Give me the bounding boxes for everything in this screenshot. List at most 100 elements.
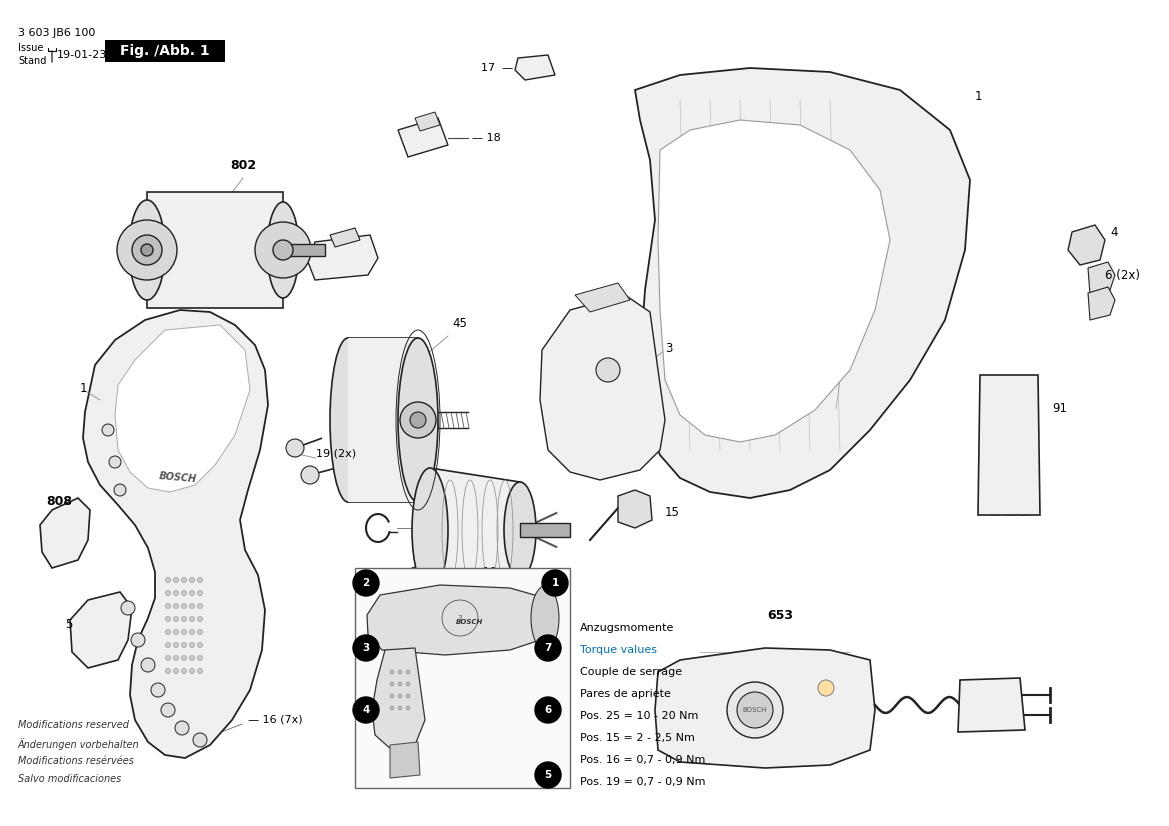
- Text: BOSCH: BOSCH: [159, 472, 198, 485]
- Circle shape: [166, 604, 171, 609]
- Text: Anzugsmomente: Anzugsmomente: [580, 623, 675, 633]
- Circle shape: [181, 656, 187, 661]
- Circle shape: [400, 402, 436, 438]
- Circle shape: [353, 697, 379, 723]
- Text: Pos. 19 = 0,7 - 0,9 Nm: Pos. 19 = 0,7 - 0,9 Nm: [580, 777, 706, 787]
- Circle shape: [166, 591, 171, 596]
- Text: 5: 5: [64, 619, 72, 632]
- Circle shape: [286, 439, 304, 457]
- Circle shape: [736, 692, 773, 728]
- Circle shape: [596, 358, 620, 382]
- Circle shape: [535, 697, 561, 723]
- Text: Pos. 25 = 10 - 20 Nm: Pos. 25 = 10 - 20 Nm: [580, 711, 698, 721]
- Circle shape: [353, 570, 379, 596]
- Circle shape: [173, 643, 179, 648]
- Circle shape: [181, 629, 187, 634]
- Polygon shape: [70, 592, 132, 668]
- Polygon shape: [390, 742, 420, 778]
- Circle shape: [189, 604, 194, 609]
- Circle shape: [175, 721, 189, 735]
- Polygon shape: [307, 235, 378, 280]
- Text: Modifications reserved: Modifications reserved: [18, 720, 129, 730]
- Circle shape: [173, 656, 179, 661]
- Text: 653: 653: [767, 609, 793, 622]
- Text: 19-01-23: 19-01-23: [57, 50, 108, 60]
- Polygon shape: [575, 283, 630, 312]
- Polygon shape: [367, 585, 548, 655]
- Text: 1: 1: [975, 91, 982, 103]
- Ellipse shape: [267, 202, 299, 298]
- Circle shape: [390, 706, 394, 710]
- Bar: [1005, 500, 1014, 515]
- Circle shape: [198, 629, 202, 634]
- Text: 45: 45: [452, 317, 466, 330]
- Circle shape: [141, 244, 153, 256]
- Polygon shape: [540, 295, 665, 480]
- Text: 5: 5: [545, 770, 552, 780]
- Polygon shape: [348, 338, 419, 502]
- Ellipse shape: [504, 482, 537, 578]
- Circle shape: [727, 682, 783, 738]
- Circle shape: [198, 577, 202, 582]
- Circle shape: [173, 668, 179, 673]
- Circle shape: [198, 656, 202, 661]
- Circle shape: [274, 240, 293, 260]
- Polygon shape: [40, 498, 90, 568]
- Text: Torque values: Torque values: [580, 645, 657, 655]
- Polygon shape: [415, 112, 440, 131]
- Text: 1: 1: [79, 382, 87, 395]
- Circle shape: [189, 616, 194, 621]
- Circle shape: [198, 604, 202, 609]
- Circle shape: [189, 668, 194, 673]
- Bar: [355, 568, 570, 788]
- Circle shape: [406, 670, 410, 674]
- Text: 3: 3: [665, 341, 672, 354]
- Circle shape: [300, 466, 319, 484]
- Text: 25: 25: [538, 590, 553, 603]
- Text: 808: 808: [46, 495, 72, 508]
- Text: Pos. 16 = 0,7 - 0,9 Nm: Pos. 16 = 0,7 - 0,9 Nm: [580, 755, 705, 765]
- Bar: [1021, 500, 1028, 515]
- Circle shape: [173, 577, 179, 582]
- Text: 17  —: 17 —: [480, 63, 513, 73]
- Circle shape: [397, 670, 402, 674]
- Circle shape: [181, 591, 187, 596]
- Circle shape: [406, 706, 410, 710]
- Polygon shape: [959, 678, 1025, 732]
- Polygon shape: [618, 490, 652, 528]
- Text: 6: 6: [545, 705, 552, 715]
- Circle shape: [535, 635, 561, 661]
- Circle shape: [818, 680, 833, 696]
- Text: Modifications resérvées: Modifications resérvées: [18, 756, 134, 766]
- FancyBboxPatch shape: [105, 40, 224, 62]
- Circle shape: [173, 616, 179, 621]
- Circle shape: [198, 591, 202, 596]
- Circle shape: [166, 616, 171, 621]
- Text: BOSCH: BOSCH: [456, 619, 484, 625]
- Circle shape: [132, 235, 162, 265]
- Text: 4: 4: [362, 705, 369, 715]
- Circle shape: [189, 591, 194, 596]
- Ellipse shape: [330, 338, 366, 502]
- Circle shape: [353, 635, 379, 661]
- Circle shape: [535, 762, 561, 788]
- Text: Pares de apriete: Pares de apriete: [580, 689, 671, 699]
- Circle shape: [173, 604, 179, 609]
- Circle shape: [151, 683, 165, 697]
- Polygon shape: [1088, 262, 1115, 295]
- Circle shape: [122, 601, 134, 615]
- Text: 19 (2x): 19 (2x): [316, 448, 357, 458]
- Circle shape: [141, 658, 155, 672]
- Circle shape: [115, 484, 126, 496]
- Text: Salvo modificaciones: Salvo modificaciones: [18, 774, 122, 784]
- Circle shape: [166, 577, 171, 582]
- Text: Issue: Issue: [18, 43, 43, 53]
- Circle shape: [255, 222, 311, 278]
- Circle shape: [161, 703, 175, 717]
- Text: — 10: — 10: [468, 567, 497, 577]
- Text: Änderungen vorbehalten: Änderungen vorbehalten: [18, 738, 139, 750]
- Text: 6 (2x): 6 (2x): [1105, 268, 1140, 282]
- Text: 802: 802: [230, 159, 256, 172]
- Text: 3 603 JB6 100: 3 603 JB6 100: [18, 28, 96, 38]
- Polygon shape: [83, 310, 268, 758]
